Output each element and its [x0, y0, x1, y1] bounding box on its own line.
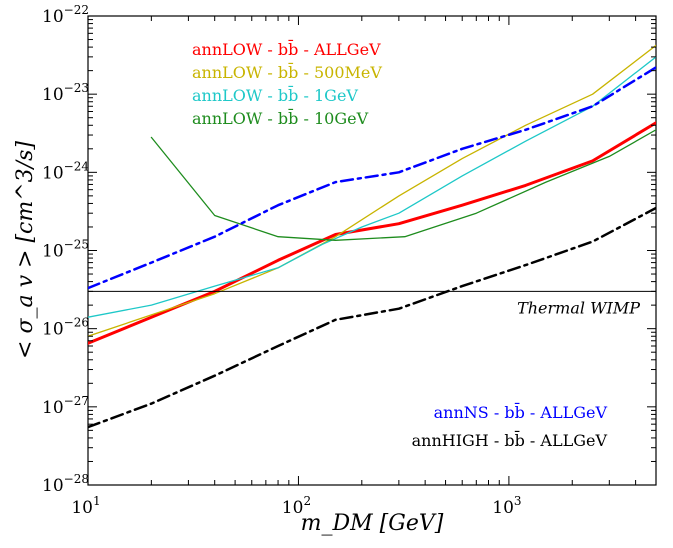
legend-entry: annLOW - bb̄ - 10GeV: [192, 107, 369, 128]
series-group: [88, 44, 656, 429]
y-tick-label: 10−22: [42, 3, 89, 27]
series-line-2: [88, 44, 656, 337]
series-line-3: [88, 56, 656, 318]
legend-entry: annLOW - bb̄ - 500MeV: [192, 61, 382, 82]
series-line-4: [150, 129, 656, 241]
x-tick-label: 101: [71, 494, 100, 518]
y-tick-label: 10−27: [42, 394, 89, 418]
legend-entry: annLOW - bb̄ - 1GeV: [192, 84, 358, 105]
y-tick-label: 10−23: [42, 81, 89, 105]
legend-entry: annNS - bb̄ - ALLGeV: [434, 401, 608, 422]
y-tick-label: 10−24: [42, 159, 89, 183]
legend-entry: annLOW - bb̄ - ALLGeV: [192, 38, 381, 59]
x-tick-label: 102: [282, 494, 311, 518]
y-tick-label: 10−26: [42, 316, 89, 340]
x-tick-label: 103: [492, 494, 521, 518]
legend-entry: annHIGH - bb̄ - ALLGeV: [412, 429, 608, 450]
series-line-6: [88, 206, 656, 429]
y-tick-label: 10−28: [42, 472, 89, 496]
reference-lines: Thermal WIMP: [88, 290, 656, 317]
x-axis-title: m_DM [GeV]: [301, 511, 444, 536]
y-tick-label: 10−25: [42, 238, 89, 262]
series-line-5: [88, 66, 656, 290]
y-axis-title: < σ_a v > [cm^3/s]: [13, 141, 38, 359]
thermal-wimp-label: Thermal WIMP: [517, 298, 640, 317]
